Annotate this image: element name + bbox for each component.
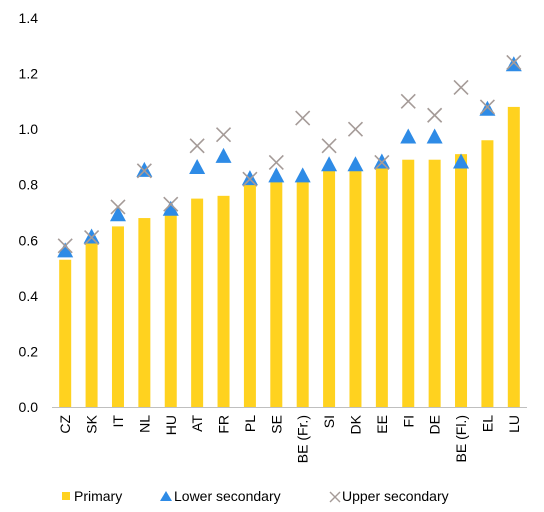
marker-upper-secondary bbox=[215, 127, 232, 143]
x-tick-label: FR bbox=[216, 415, 232, 434]
marker-upper-secondary bbox=[136, 163, 152, 179]
legend-swatch-upper-secondary bbox=[329, 491, 341, 503]
marker-lower-secondary bbox=[426, 128, 443, 144]
bar-primary bbox=[191, 198, 204, 407]
marker-upper-secondary bbox=[242, 171, 258, 187]
bar-primary bbox=[455, 154, 468, 407]
upper-secondary-markers bbox=[57, 54, 522, 254]
x-tick-label: SI bbox=[321, 415, 337, 428]
marker-lower-secondary bbox=[109, 206, 126, 222]
y-tick-label: 1.0 bbox=[19, 121, 39, 137]
bar-primary bbox=[270, 181, 283, 407]
y-tick-label: 0.0 bbox=[19, 399, 39, 415]
lower-secondary-markers bbox=[57, 56, 522, 258]
marker-upper-secondary bbox=[506, 54, 522, 71]
marker-upper-secondary bbox=[400, 93, 416, 109]
x-axis: CZ SK IT NL HU AT FR PL SE BE (Fr.) SI DK EE FI DE BE (… bbox=[52, 407, 527, 463]
marker-upper-secondary bbox=[479, 99, 495, 115]
bar-primary bbox=[481, 140, 494, 407]
legend-label-primary: Primary bbox=[74, 488, 122, 504]
y-tick-label: 0.4 bbox=[19, 288, 39, 304]
marker-lower-secondary bbox=[453, 153, 470, 169]
x-tick-label: NL bbox=[136, 415, 152, 433]
bar-primary bbox=[217, 195, 230, 407]
legend: Primary Lower secondary Upper secondary bbox=[62, 488, 449, 504]
legend-swatch-primary bbox=[62, 492, 70, 500]
marker-lower-secondary bbox=[83, 228, 100, 244]
x-tick-label: BE (Fr.) bbox=[295, 415, 311, 463]
x-tick-label: HU bbox=[163, 415, 179, 435]
y-tick-label: 0.6 bbox=[19, 232, 39, 248]
bar-primary bbox=[402, 159, 415, 407]
legend-swatch-lower-secondary bbox=[160, 491, 172, 501]
y-tick-label: 0.8 bbox=[19, 177, 39, 193]
marker-upper-secondary bbox=[189, 138, 205, 154]
marker-upper-secondary bbox=[110, 199, 126, 215]
legend-label-upper-secondary: Upper secondary bbox=[342, 488, 449, 504]
x-tick-label: PL bbox=[242, 415, 258, 432]
x-tick-label: DK bbox=[347, 414, 363, 434]
bar-primary bbox=[428, 159, 441, 407]
bar-primary bbox=[164, 215, 177, 407]
bar-primary bbox=[138, 218, 151, 407]
marker-upper-secondary bbox=[57, 238, 73, 254]
marker-upper-secondary bbox=[321, 138, 337, 154]
marker-lower-secondary bbox=[57, 242, 74, 258]
x-tick-label: CZ bbox=[57, 415, 73, 434]
marker-lower-secondary bbox=[268, 167, 285, 183]
marker-upper-secondary bbox=[163, 196, 179, 212]
marker-upper-secondary bbox=[295, 110, 311, 126]
x-tick-label: DE bbox=[427, 415, 443, 434]
primary-bars bbox=[59, 106, 520, 408]
y-tick-label: 1.2 bbox=[19, 66, 39, 82]
marker-upper-secondary bbox=[84, 229, 100, 246]
bar-primary bbox=[323, 170, 336, 407]
bar-primary bbox=[85, 243, 98, 407]
bar-primary bbox=[375, 168, 388, 407]
marker-lower-secondary bbox=[162, 200, 179, 216]
y-axis: 0.0 0.2 0.4 0.6 0.8 1.0 1.2 1.4 bbox=[19, 10, 39, 415]
marker-lower-secondary bbox=[347, 156, 364, 172]
marker-lower-secondary bbox=[321, 156, 338, 172]
marker-upper-secondary bbox=[374, 154, 390, 171]
marker-lower-secondary bbox=[215, 147, 232, 163]
marker-upper-secondary bbox=[453, 79, 469, 96]
x-tick-label: IT bbox=[110, 415, 126, 428]
bar-primary bbox=[243, 184, 256, 407]
marker-upper-secondary bbox=[347, 121, 364, 137]
x-tick-label: AT bbox=[189, 415, 205, 432]
x-tick-label: EL bbox=[479, 415, 495, 432]
x-tick-label: SE bbox=[268, 415, 284, 434]
marker-lower-secondary bbox=[189, 159, 206, 175]
marker-upper-secondary bbox=[268, 154, 284, 171]
bar-primary bbox=[507, 106, 520, 408]
x-tick-label: BE (Fl.) bbox=[453, 415, 469, 462]
bar-primary bbox=[59, 259, 72, 407]
marker-upper-secondary bbox=[427, 107, 443, 123]
x-tick-label: SK bbox=[84, 414, 100, 433]
marker-lower-secondary bbox=[241, 170, 258, 186]
marker-lower-secondary bbox=[294, 167, 311, 183]
y-tick-label: 0.2 bbox=[19, 343, 39, 359]
marker-lower-secondary bbox=[400, 128, 417, 144]
y-tick-label: 1.4 bbox=[19, 10, 39, 26]
legend-label-lower-secondary: Lower secondary bbox=[174, 488, 281, 504]
bar-primary bbox=[111, 226, 124, 407]
bar-primary bbox=[296, 181, 309, 407]
bar-primary bbox=[349, 168, 362, 407]
marker-lower-secondary bbox=[373, 153, 390, 169]
x-tick-label: EE bbox=[374, 415, 390, 434]
marker-lower-secondary bbox=[136, 161, 153, 177]
x-tick-label: FI bbox=[400, 415, 416, 427]
x-tick-label: LU bbox=[506, 415, 522, 433]
